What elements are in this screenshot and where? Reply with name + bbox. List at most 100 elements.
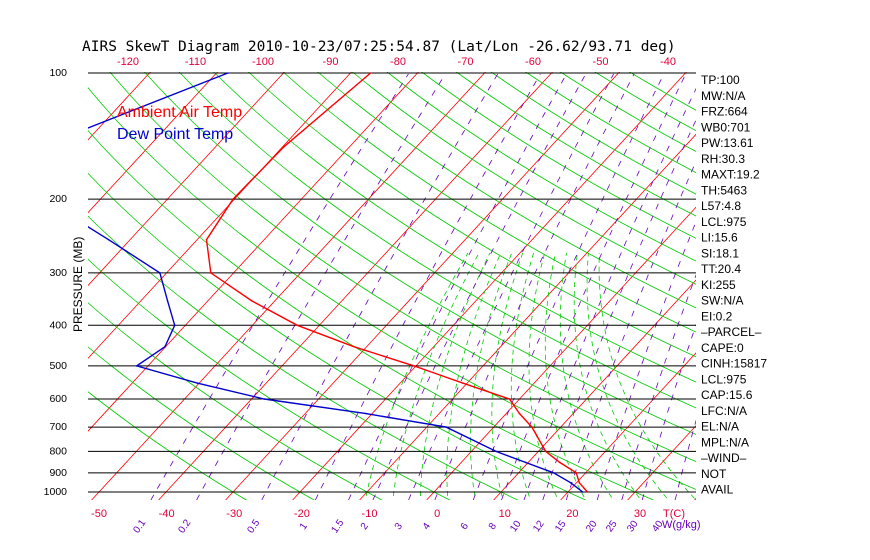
index-entry: –PARCEL– (701, 325, 762, 339)
index-entry: FRZ:664 (701, 105, 748, 119)
isotherm-line (88, 72, 218, 214)
dew-point-line (88, 72, 584, 493)
mixing-ratio-line (542, 119, 696, 500)
isotherm-line (88, 72, 285, 287)
dry-adiabat-line (317, 72, 696, 309)
dry-adiabat-line (178, 72, 696, 409)
dew-point-point (43, 198, 45, 200)
dry-adiabat-line (88, 87, 696, 490)
top-temp-tick-label: -60 (525, 56, 541, 68)
ambient-temp-point (575, 472, 578, 474)
grid (88, 72, 870, 500)
dew-point-point (196, 382, 199, 385)
isotherm-line (359, 133, 696, 500)
mixing-ratio-line (434, 73, 635, 500)
bottom-temp-tick-label: -30 (226, 508, 242, 520)
mixing-ratio-label: 15 (553, 518, 569, 534)
mixing-ratio-label: 8 (487, 521, 499, 532)
mixing-ratio-label: 1.5 (329, 517, 346, 535)
dew-point-point (107, 238, 110, 241)
mixing-ratio-label: 2 (359, 521, 371, 532)
legend-ambient: Ambient Air Temp (117, 104, 242, 121)
pressure-tick-label: 600 (49, 393, 67, 405)
bottom-temp-tick-label: 10 (499, 508, 511, 520)
index-entry: WB0:701 (701, 120, 751, 134)
top-temp-tick-label: -70 (458, 56, 474, 68)
pressure-tick-labels: 100 200 300 400 500 600 700 800 900 1000 (44, 67, 68, 498)
bottom-temp-tick-label: 0 (434, 508, 440, 520)
index-entry: MAXT:19.2 (701, 168, 760, 182)
dry-adiabat-line (351, 72, 696, 285)
mixing-ratio-line (621, 274, 696, 500)
ambient-temp-point (508, 398, 511, 400)
index-entry: CAPE:0 (701, 341, 744, 355)
chart-title: AIRS SkewT Diagram 2010-10-23/07:25:54.8… (82, 39, 676, 55)
dew-point-point (569, 481, 572, 484)
dew-point-point (164, 345, 166, 348)
bottom-temp-tick-label: -40 (159, 508, 175, 520)
mixing-ratio-label: 0.5 (245, 517, 262, 535)
dry-adiabat-line (455, 72, 696, 217)
mixing-ratio-label: 10 (508, 518, 524, 534)
pressure-tick-label: 1000 (44, 486, 68, 498)
ambient-temp-point (232, 198, 234, 200)
mixing-ratio-line (315, 73, 541, 500)
moist-adiabat-line (573, 252, 642, 500)
top-temp-tick-label: -80 (390, 56, 406, 68)
dry-adiabat-line (386, 72, 696, 262)
isotherm-line (91, 72, 486, 500)
isotherm-line (88, 72, 419, 432)
top-temp-tick-labels: -120 -110 -100 -90 -80 -70 -60 -50 -40 (117, 56, 676, 68)
dew-point-point (166, 300, 169, 302)
top-temp-tick-label: -40 (660, 56, 676, 68)
moist-adiabat-line (559, 252, 614, 500)
index-entry: LFC:N/A (701, 404, 747, 418)
index-entry: CAP:15.6 (701, 388, 753, 402)
index-entry: L57:4.8 (701, 199, 741, 213)
isotherm-line (762, 72, 870, 500)
index-entry: SW:N/A (701, 294, 743, 308)
mixing-ratio-line (348, 73, 567, 500)
dry-adiabat-line (88, 215, 519, 500)
mixing-ratio-label: 20 (584, 518, 600, 534)
mixing-ratio-line (408, 73, 614, 500)
temp-unit-label: T(C) (663, 508, 685, 520)
ambient-temp-point (353, 345, 355, 348)
pressure-tick-label: 800 (49, 445, 67, 457)
ambient-temp-point (283, 146, 285, 148)
dew-point-point (159, 272, 161, 274)
index-entry: SI:18.1 (701, 246, 739, 260)
ambient-temp-point (296, 324, 299, 327)
index-entry: EI:0.2 (701, 309, 733, 323)
dew-point-point (552, 472, 555, 474)
mixing-ratio-labels: 0.1 0.2 0.5 1 1.5 2 3 4 6 8 10 12 15 20 25 30 40 (131, 517, 665, 535)
ambient-temp-point (586, 491, 589, 493)
bottom-temp-tick-label: 30 (634, 508, 646, 520)
ambient-temp-point (531, 426, 533, 428)
mixing-ratio-line (196, 73, 446, 500)
ambient-temp-point (518, 412, 521, 415)
top-temp-tick-label: -90 (323, 56, 339, 68)
dry-adiabat-line (88, 391, 248, 500)
ambient-temp-point (578, 481, 581, 484)
dew-point-point (39, 146, 41, 148)
index-entry: TP:100 (701, 73, 740, 87)
moist-adiabat-line (364, 252, 469, 500)
index-entry: MW:N/A (701, 89, 745, 103)
dry-adiabat-line (559, 72, 696, 152)
isotherm-line (493, 279, 696, 500)
isobars (88, 72, 696, 493)
mixing-ratio-line (472, 73, 665, 500)
ambient-temp-point (462, 382, 464, 385)
dew-point-point (365, 412, 367, 415)
top-temp-tick-label: -120 (117, 56, 139, 68)
index-entry: CINH:15817 (701, 357, 767, 371)
dew-point-point (495, 450, 497, 453)
moist-adiabat-line (598, 252, 696, 500)
dry-adiabat-line (88, 302, 383, 500)
top-temp-tick-label: -100 (252, 56, 274, 68)
isotherm-line (627, 425, 696, 500)
ambient-temp-line (205, 72, 588, 493)
isotherm-line (426, 206, 696, 500)
y-axis-label: PRESSURE (MB) (71, 237, 85, 332)
